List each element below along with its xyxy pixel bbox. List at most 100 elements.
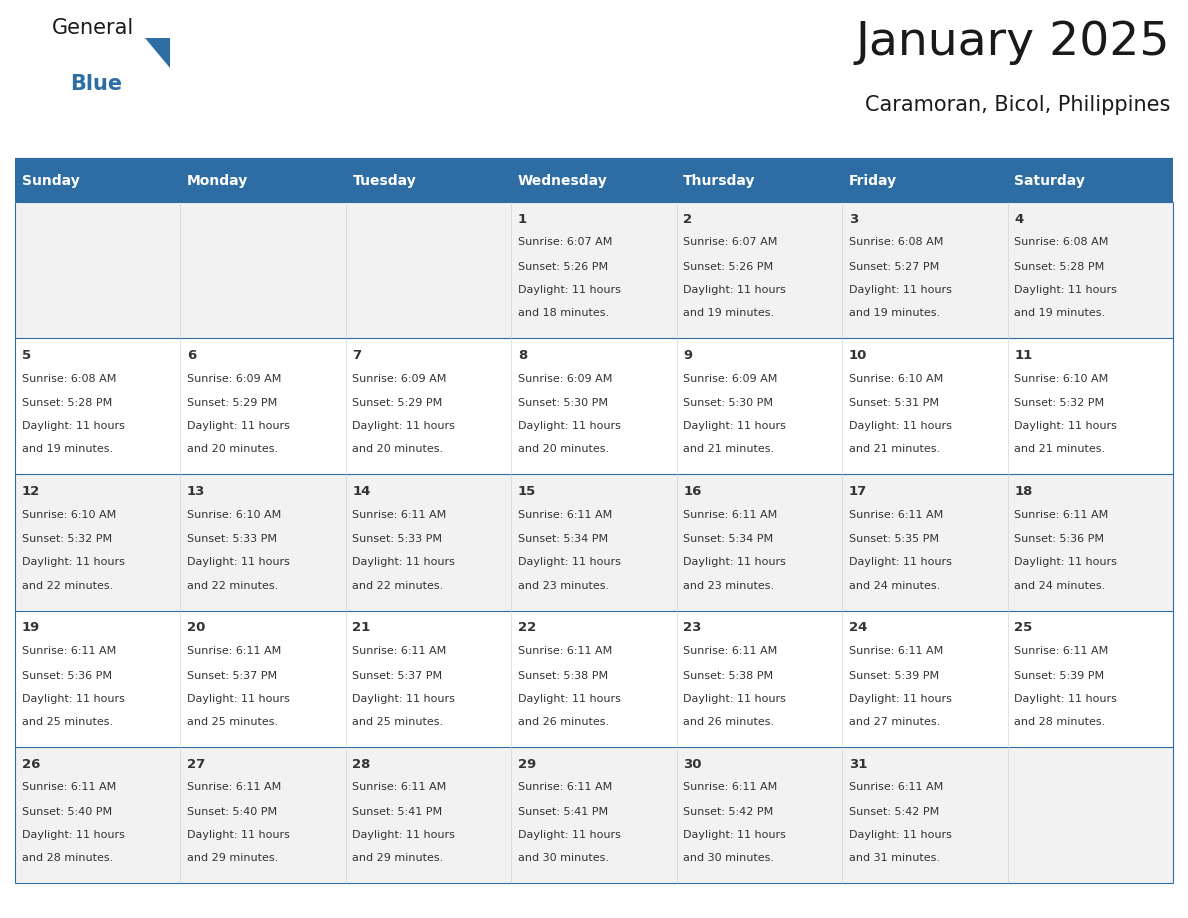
Text: Daylight: 11 hours: Daylight: 11 hours	[518, 557, 621, 567]
Text: Daylight: 11 hours: Daylight: 11 hours	[683, 830, 786, 840]
Text: and 27 minutes.: and 27 minutes.	[848, 717, 940, 727]
Text: Sunset: 5:40 PM: Sunset: 5:40 PM	[187, 807, 277, 817]
Text: Daylight: 11 hours: Daylight: 11 hours	[353, 557, 455, 567]
Text: and 29 minutes.: and 29 minutes.	[353, 853, 444, 863]
Text: Thursday: Thursday	[683, 174, 756, 188]
Text: and 22 minutes.: and 22 minutes.	[187, 581, 278, 590]
Text: 13: 13	[187, 486, 206, 498]
Text: 11: 11	[1015, 349, 1032, 362]
Text: Daylight: 11 hours: Daylight: 11 hours	[187, 421, 290, 431]
Bar	[181, 338, 346, 475]
Text: Daylight: 11 hours: Daylight: 11 hours	[187, 830, 290, 840]
Text: Daylight: 11 hours: Daylight: 11 hours	[353, 830, 455, 840]
Bar	[677, 160, 842, 202]
Text: 28: 28	[353, 757, 371, 771]
Text: and 20 minutes.: and 20 minutes.	[187, 444, 278, 454]
Text: Sunrise: 6:11 AM: Sunrise: 6:11 AM	[187, 782, 282, 792]
Text: and 19 minutes.: and 19 minutes.	[848, 308, 940, 319]
Text: Sunset: 5:37 PM: Sunset: 5:37 PM	[187, 670, 277, 680]
Text: and 30 minutes.: and 30 minutes.	[518, 853, 609, 863]
Text: and 25 minutes.: and 25 minutes.	[353, 717, 443, 727]
Bar	[677, 202, 842, 338]
Text: Daylight: 11 hours: Daylight: 11 hours	[1015, 694, 1117, 704]
Bar	[511, 160, 677, 202]
Text: 2: 2	[683, 213, 693, 226]
Bar	[181, 475, 346, 610]
Text: Sunset: 5:39 PM: Sunset: 5:39 PM	[1015, 670, 1105, 680]
Text: Sunset: 5:27 PM: Sunset: 5:27 PM	[848, 262, 939, 272]
Text: 30: 30	[683, 757, 702, 771]
Text: Sunday: Sunday	[21, 174, 80, 188]
Text: and 30 minutes.: and 30 minutes.	[683, 853, 775, 863]
Bar	[181, 747, 346, 883]
Text: 1: 1	[518, 213, 527, 226]
Text: 16: 16	[683, 486, 702, 498]
Text: 20: 20	[187, 621, 206, 634]
Text: General: General	[52, 18, 134, 38]
Text: 12: 12	[21, 486, 40, 498]
Text: and 28 minutes.: and 28 minutes.	[1015, 717, 1106, 727]
Bar	[181, 202, 346, 338]
Bar	[346, 202, 511, 338]
Bar	[511, 610, 677, 747]
Text: Blue: Blue	[70, 74, 122, 94]
Text: and 24 minutes.: and 24 minutes.	[848, 581, 940, 590]
Text: 18: 18	[1015, 486, 1032, 498]
Text: Sunrise: 6:11 AM: Sunrise: 6:11 AM	[518, 646, 612, 656]
Text: Sunset: 5:39 PM: Sunset: 5:39 PM	[848, 670, 939, 680]
Text: Daylight: 11 hours: Daylight: 11 hours	[848, 694, 952, 704]
Text: Daylight: 11 hours: Daylight: 11 hours	[21, 830, 125, 840]
Text: Sunset: 5:26 PM: Sunset: 5:26 PM	[683, 262, 773, 272]
Text: Sunset: 5:38 PM: Sunset: 5:38 PM	[518, 670, 608, 680]
Text: Daylight: 11 hours: Daylight: 11 hours	[1015, 421, 1117, 431]
Bar	[181, 610, 346, 747]
Text: Daylight: 11 hours: Daylight: 11 hours	[518, 421, 621, 431]
Bar	[1007, 160, 1173, 202]
Text: and 19 minutes.: and 19 minutes.	[683, 308, 775, 319]
Text: Sunrise: 6:11 AM: Sunrise: 6:11 AM	[518, 782, 612, 792]
Text: and 20 minutes.: and 20 minutes.	[353, 444, 443, 454]
Text: and 26 minutes.: and 26 minutes.	[518, 717, 609, 727]
Text: and 28 minutes.: and 28 minutes.	[21, 853, 113, 863]
Text: Sunset: 5:37 PM: Sunset: 5:37 PM	[353, 670, 443, 680]
Text: Sunrise: 6:09 AM: Sunrise: 6:09 AM	[518, 374, 612, 384]
Text: Sunrise: 6:11 AM: Sunrise: 6:11 AM	[187, 646, 282, 656]
Text: Sunrise: 6:11 AM: Sunrise: 6:11 AM	[683, 782, 778, 792]
Text: Sunset: 5:30 PM: Sunset: 5:30 PM	[518, 398, 608, 409]
Text: Daylight: 11 hours: Daylight: 11 hours	[187, 694, 290, 704]
Text: 17: 17	[848, 486, 867, 498]
Bar	[1007, 475, 1173, 610]
Bar	[1007, 202, 1173, 338]
Text: Sunset: 5:40 PM: Sunset: 5:40 PM	[21, 807, 112, 817]
Bar	[15, 202, 181, 338]
Text: Sunset: 5:36 PM: Sunset: 5:36 PM	[1015, 534, 1104, 544]
Text: Daylight: 11 hours: Daylight: 11 hours	[518, 830, 621, 840]
Text: Daylight: 11 hours: Daylight: 11 hours	[848, 285, 952, 295]
Text: and 26 minutes.: and 26 minutes.	[683, 717, 775, 727]
Bar	[346, 160, 511, 202]
Text: and 21 minutes.: and 21 minutes.	[683, 444, 775, 454]
Bar	[181, 160, 346, 202]
Text: Sunrise: 6:11 AM: Sunrise: 6:11 AM	[848, 509, 943, 520]
Text: Sunrise: 6:09 AM: Sunrise: 6:09 AM	[683, 374, 778, 384]
Text: and 23 minutes.: and 23 minutes.	[683, 581, 775, 590]
Text: Sunrise: 6:07 AM: Sunrise: 6:07 AM	[683, 238, 778, 248]
Bar	[842, 610, 1007, 747]
Text: Friday: Friday	[848, 174, 897, 188]
Text: and 31 minutes.: and 31 minutes.	[848, 853, 940, 863]
Bar	[346, 747, 511, 883]
Text: Daylight: 11 hours: Daylight: 11 hours	[683, 285, 786, 295]
Text: Daylight: 11 hours: Daylight: 11 hours	[518, 694, 621, 704]
Text: 22: 22	[518, 621, 536, 634]
Text: Daylight: 11 hours: Daylight: 11 hours	[1015, 557, 1117, 567]
Text: Daylight: 11 hours: Daylight: 11 hours	[353, 694, 455, 704]
Text: 15: 15	[518, 486, 536, 498]
Text: Daylight: 11 hours: Daylight: 11 hours	[21, 557, 125, 567]
Text: Sunrise: 6:10 AM: Sunrise: 6:10 AM	[848, 374, 943, 384]
Text: Sunrise: 6:11 AM: Sunrise: 6:11 AM	[21, 782, 116, 792]
Text: and 19 minutes.: and 19 minutes.	[1015, 308, 1105, 319]
Bar	[1007, 610, 1173, 747]
Polygon shape	[145, 38, 170, 68]
Text: Monday: Monday	[187, 174, 248, 188]
Text: 27: 27	[187, 757, 206, 771]
